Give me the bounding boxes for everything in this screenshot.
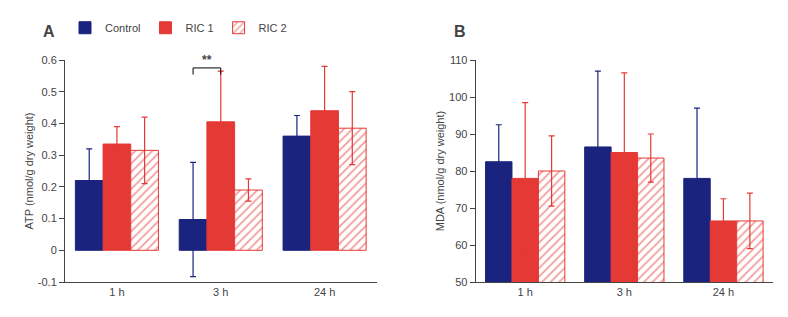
svg-text:80: 80 [455,165,467,177]
svg-text:100: 100 [449,91,467,103]
svg-text:0: 0 [51,244,57,256]
svg-text:0.2: 0.2 [42,181,57,193]
svg-text:0.4: 0.4 [42,117,57,129]
svg-text:0.6: 0.6 [42,54,57,66]
svg-text:**: ** [202,53,212,67]
svg-text:1 h: 1 h [109,286,124,298]
svg-text:24 h: 24 h [314,286,335,298]
svg-text:-0.1: -0.1 [38,276,57,288]
svg-text:MDA (nmol/g dry weight): MDA (nmol/g dry weight) [434,111,446,231]
svg-text:1 h: 1 h [518,286,533,298]
svg-text:0.3: 0.3 [42,149,57,161]
svg-text:RIC 1: RIC 1 [185,22,213,34]
svg-text:50: 50 [455,276,467,288]
svg-text:A: A [43,23,55,40]
svg-text:RIC 2: RIC 2 [259,22,287,34]
svg-text:60: 60 [455,239,467,251]
svg-text:0.5: 0.5 [42,86,57,98]
svg-text:B: B [454,23,466,40]
svg-text:110: 110 [450,54,468,66]
svg-text:0.1: 0.1 [42,212,57,224]
svg-text:ATP (nmol/g dry weight): ATP (nmol/g dry weight) [23,113,35,230]
svg-text:3 h: 3 h [617,286,632,298]
svg-text:24 h: 24 h [713,286,734,298]
svg-text:Control: Control [105,22,140,34]
svg-text:3 h: 3 h [213,286,228,298]
svg-text:90: 90 [455,128,467,140]
svg-text:70: 70 [455,202,467,214]
